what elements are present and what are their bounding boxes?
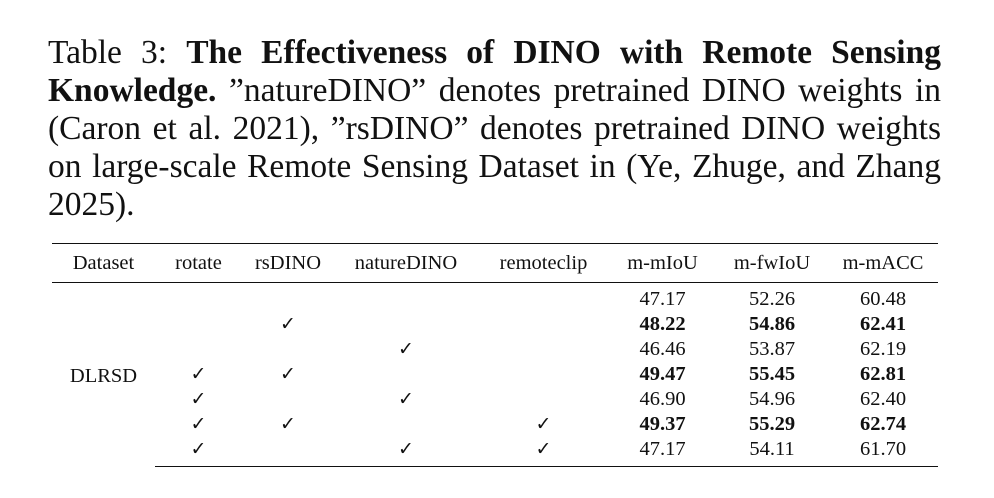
empty-cell — [478, 362, 609, 387]
table-row: DLRSD 47.17 52.26 60.48 — [52, 283, 938, 387]
header-rsdino: rsDINO — [242, 243, 334, 283]
header-dataset: Dataset — [52, 243, 155, 283]
empty-cell — [478, 387, 609, 412]
table-row: ✓ ✓ ✓ 47.17 54.11 61.70 — [52, 437, 938, 467]
checkmark-icon: ✓ — [398, 338, 414, 360]
checkmark-icon: ✓ — [280, 313, 296, 335]
m-macc-value: 61.70 — [828, 437, 938, 467]
empty-cell — [242, 283, 334, 313]
header-m-miou: m-mIoU — [609, 243, 716, 283]
empty-cell — [334, 362, 478, 387]
m-fwiou-value: 54.96 — [748, 388, 796, 410]
checkmark-icon: ✓ — [334, 437, 478, 467]
header-m-macc: m-mACC — [828, 243, 938, 283]
dataset-cell: DLRSD — [69, 365, 138, 388]
table-caption: Table 3: The Effectiveness of DINO with … — [48, 34, 941, 224]
table-row: ✓ 46.46 53.87 62.19 — [52, 337, 938, 362]
table-body: DLRSD 47.17 52.26 60.48 ✓ 48.22 54.86 62.41 ✓ 46.… — [52, 283, 938, 467]
header-m-fwiou: m-fwIoU — [716, 243, 828, 283]
header-row: Dataset rotate rsDINO natureDINO remotec… — [52, 243, 938, 283]
checkmark-icon: ✓ — [535, 413, 552, 435]
empty-cell — [334, 412, 478, 437]
m-fwiou-value: 53.87 — [748, 338, 796, 360]
m-macc-value: 62.41 — [859, 313, 907, 335]
m-fwiou-value: 54.11 — [716, 437, 828, 467]
checkmark-icon: ✓ — [398, 388, 414, 410]
m-miou-value: 49.47 — [639, 363, 686, 385]
empty-cell — [478, 283, 609, 313]
empty-cell — [334, 283, 478, 313]
checkmark-icon: ✓ — [280, 413, 296, 435]
caption-body: ”natureDINO” denotes pretrained DINO wei… — [48, 72, 941, 223]
m-fwiou-value: 55.29 — [748, 413, 796, 435]
m-macc-value: 60.48 — [859, 288, 907, 310]
checkmark-icon: ✓ — [478, 437, 609, 467]
empty-cell — [478, 337, 609, 362]
m-macc-value: 62.19 — [859, 338, 907, 360]
m-miou-value: 47.17 — [639, 288, 686, 310]
caption-label: Table 3: — [48, 34, 168, 71]
table-row: ✓ ✓ 49.47 55.45 62.81 — [52, 362, 938, 387]
m-macc-value: 62.74 — [859, 413, 907, 435]
empty-cell — [334, 312, 478, 337]
checkmark-icon: ✓ — [190, 413, 207, 435]
checkmark-icon: ✓ — [280, 363, 296, 385]
checkmark-icon: ✓ — [190, 388, 207, 410]
empty-cell — [155, 337, 242, 362]
m-fwiou-value: 54.86 — [748, 313, 796, 335]
empty-cell — [242, 387, 334, 412]
empty-cell — [242, 437, 334, 467]
header-remoteclip: remoteclip — [478, 243, 609, 283]
empty-cell — [478, 312, 609, 337]
header-rotate: rotate — [155, 243, 242, 283]
empty-cell — [242, 337, 334, 362]
m-fwiou-value: 52.26 — [748, 288, 796, 310]
m-macc-value: 62.81 — [859, 363, 907, 385]
results-table: Dataset rotate rsDINO natureDINO remotec… — [52, 243, 938, 467]
m-fwiou-value: 55.45 — [748, 363, 796, 385]
m-macc-value: 62.40 — [859, 388, 907, 410]
checkmark-icon: ✓ — [190, 363, 207, 385]
checkmark-icon: ✓ — [155, 437, 242, 467]
m-miou-value: 46.46 — [639, 338, 686, 360]
table-row: ✓ ✓ ✓ 49.37 55.29 62.74 — [52, 412, 938, 437]
m-miou-value: 48.22 — [639, 313, 686, 335]
m-miou-value: 49.37 — [639, 413, 686, 435]
empty-cell — [155, 312, 242, 337]
header-naturedino: natureDINO — [334, 243, 478, 283]
empty-cell — [155, 283, 242, 313]
caption-title: The Effectiveness of DINO with Remote Se… — [48, 34, 941, 109]
m-miou-value: 47.17 — [609, 437, 716, 467]
table-row: ✓ 48.22 54.86 62.41 — [52, 312, 938, 337]
table-row: ✓ ✓ 46.90 54.96 62.40 — [52, 387, 938, 412]
m-miou-value: 46.90 — [639, 388, 686, 410]
